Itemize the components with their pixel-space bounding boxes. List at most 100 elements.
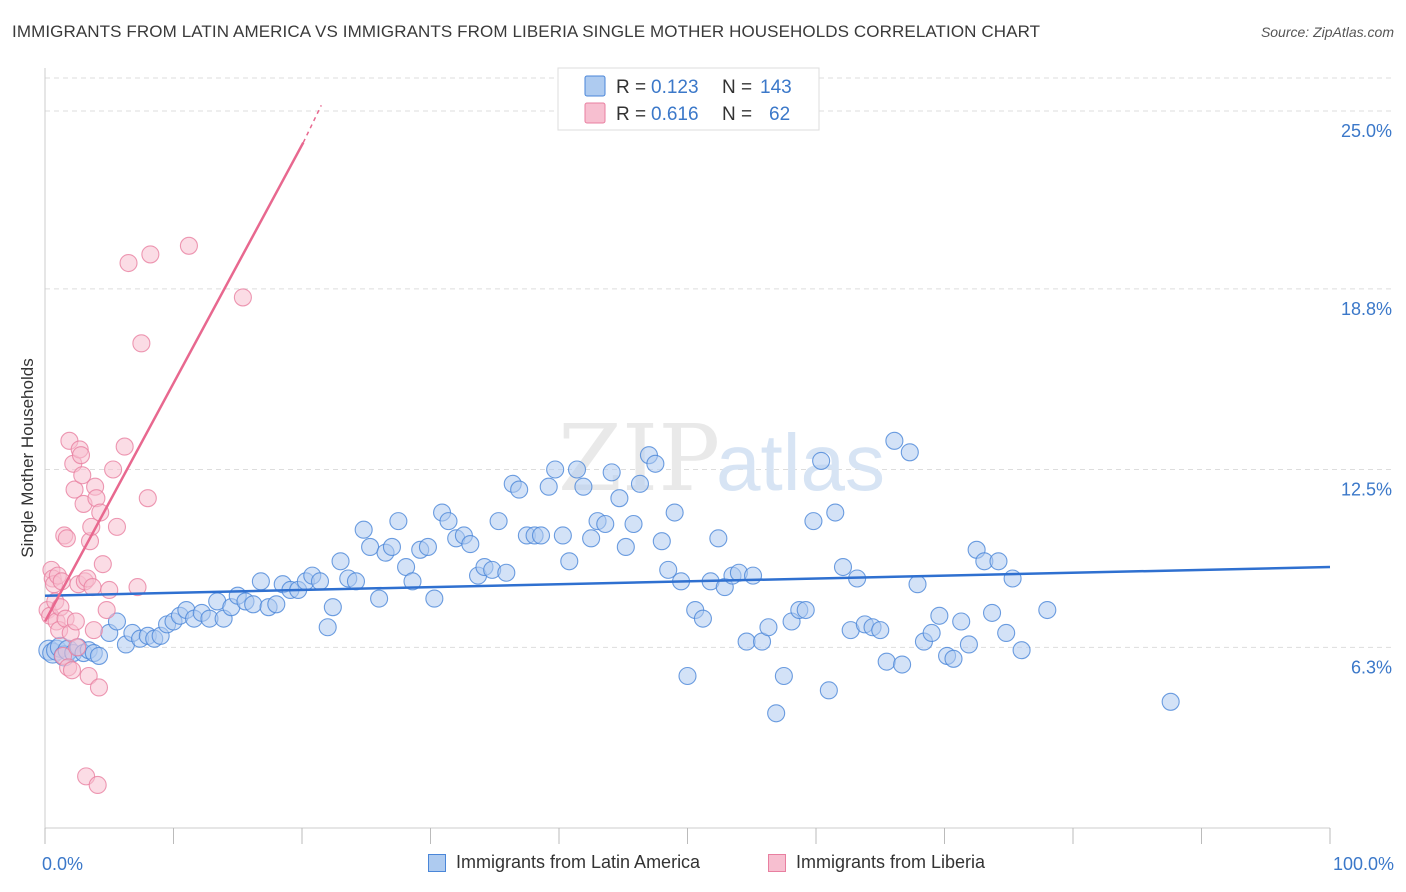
point-liberia [132,334,151,353]
stats-r-label: R = [616,77,646,98]
point-latin-america [616,537,635,556]
point-latin-america [678,666,697,686]
point-latin-america [439,512,458,531]
point-latin-america [871,621,890,640]
point-latin-america [759,618,778,637]
point-latin-america [959,635,978,654]
point-liberia [179,236,198,255]
point-latin-america [331,552,350,571]
y-tick-label: 6.3% [1351,657,1392,677]
point-latin-america [659,560,678,579]
point-latin-america [893,655,912,674]
point-latin-america [952,612,971,631]
point-latin-america [489,512,508,531]
legend-label: Immigrants from Latin America [456,852,701,872]
point-latin-america [461,535,480,554]
axes-layer [44,68,1331,844]
point-latin-america [833,557,853,577]
chart-source: Source: ZipAtlas.com [1260,24,1394,40]
point-latin-america [630,474,650,493]
point-latin-america [354,520,373,539]
point-latin-america [767,704,786,723]
y-tick-label: 25.0% [1341,121,1392,141]
point-latin-america [922,623,941,643]
point-latin-america [908,575,927,594]
legend-label: Immigrants from Liberia [796,852,986,872]
point-latin-america [403,572,422,591]
point-latin-america [553,526,572,545]
point-latin-america [819,681,838,700]
point-liberia [83,578,102,597]
point-latin-america [425,589,444,608]
point-latin-america [997,623,1016,643]
stats-swatch-pink [584,102,606,124]
point-latin-america [665,503,684,522]
point-latin-america [267,595,286,614]
stats-swatch-blue [584,75,606,97]
legend-swatch-pink [768,853,786,872]
point-latin-america [1038,600,1057,620]
point-latin-america [610,489,629,508]
point-liberia [65,480,84,499]
point-latin-america [796,600,815,620]
point-latin-america [382,537,402,556]
stats-n-value: 62 [769,104,790,125]
point-liberia [84,621,103,640]
point-latin-america [774,666,793,686]
point-latin-america [370,589,389,608]
y-axis-title: Single Mother Households [18,358,37,557]
chart-title: IMMIGRANTS FROM LATIN AMERICA VS IMMIGRA… [12,22,1041,41]
trendline-liberia [43,141,305,623]
point-latin-america [709,529,728,548]
watermark: ZIP atlas [558,405,885,512]
point-latin-america [812,451,831,470]
point-latin-america [737,632,756,651]
point-latin-america [574,477,593,496]
trendline-liberia-extension [302,104,322,143]
point-latin-america [624,514,643,534]
point-latin-america [1012,641,1031,660]
legend-item-liberia[interactable]: Immigrants from Liberia [768,852,985,873]
point-latin-america [546,460,565,479]
x-tick-label: 100.0% [1333,854,1394,874]
point-latin-america [930,606,949,625]
grid-layer [45,77,1392,648]
point-latin-america [107,612,127,631]
point-latin-america [497,563,516,582]
watermark-zip: ZIP [558,405,720,512]
point-latin-america [885,431,904,450]
y-tick-label: 18.8% [1341,299,1392,319]
point-latin-america [539,477,558,496]
point-liberia [88,775,107,795]
point-liberia [71,446,91,465]
point-liberia [138,489,157,508]
point-latin-america [346,572,366,591]
stats-r-value: 0.123 [651,77,699,98]
stats-n-label: N = [722,77,752,98]
point-liberia [107,517,127,536]
point-liberia [79,666,98,686]
point-liberia [62,661,82,680]
y-tick-label: 12.5% [1341,480,1392,500]
point-latin-america [693,609,712,628]
point-liberia [104,460,123,479]
point-latin-america [1161,692,1180,711]
point-liberia [128,578,147,597]
point-latin-america [877,652,896,671]
point-latin-america [1003,569,1022,588]
x-tick-label: 0.0% [42,854,83,874]
points-layer [38,236,1180,795]
point-liberia [66,612,85,631]
trendline-latin-america [44,565,1331,597]
stats-n-label: N = [722,104,752,125]
point-latin-america [251,572,270,591]
point-latin-america [989,552,1008,571]
point-latin-america [310,572,330,591]
point-latin-america [652,532,671,551]
point-latin-america [418,537,437,556]
point-latin-america [389,512,408,531]
stats-r-value: 0.616 [651,104,699,125]
legend-item-latin-america[interactable]: Immigrants from Latin America [428,852,700,873]
point-liberia [100,580,119,600]
